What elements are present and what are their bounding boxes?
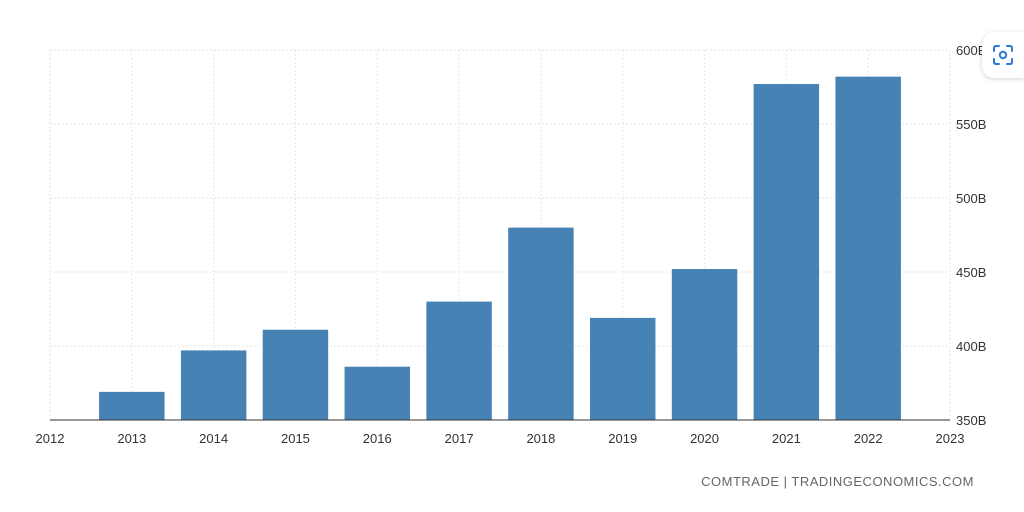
x-tick-label: 2018 bbox=[526, 431, 555, 446]
y-tick-label: 600B bbox=[956, 43, 986, 58]
y-tick-label: 400B bbox=[956, 339, 986, 354]
bar-2014 bbox=[180, 350, 247, 420]
bar-2013 bbox=[99, 391, 165, 420]
source-attribution: COMTRADE | TRADINGECONOMICS.COM bbox=[701, 474, 974, 489]
bar-2020 bbox=[671, 269, 738, 420]
x-tick-label: 2012 bbox=[36, 431, 65, 446]
bar-2015 bbox=[262, 329, 329, 420]
y-tick-label: 550B bbox=[956, 117, 986, 132]
chart-bars bbox=[99, 76, 901, 420]
x-axis-tick-labels: 2012 2013 2014 2015 2016 2017 2018 2019 2020 2021… bbox=[36, 431, 965, 446]
screenshot-icon bbox=[993, 45, 1013, 65]
x-tick-label: 2014 bbox=[199, 431, 228, 446]
y-tick-label: 500B bbox=[956, 191, 986, 206]
x-tick-label: 2023 bbox=[936, 431, 965, 446]
bar-2019 bbox=[590, 317, 656, 420]
screenshot-button[interactable] bbox=[982, 32, 1024, 78]
y-tick-label: 350B bbox=[956, 413, 986, 428]
x-tick-label: 2020 bbox=[690, 431, 719, 446]
bar-2021 bbox=[753, 84, 820, 420]
x-tick-label: 2015 bbox=[281, 431, 310, 446]
x-tick-label: 2013 bbox=[117, 431, 146, 446]
bar-2022 bbox=[835, 76, 901, 420]
y-axis-tick-labels: 350B 400B 450B 500B 550B 600B bbox=[956, 43, 986, 428]
bar-2016 bbox=[344, 366, 410, 420]
bar-2018 bbox=[508, 227, 574, 420]
x-tick-label: 2022 bbox=[854, 431, 883, 446]
y-tick-label: 450B bbox=[956, 265, 986, 280]
x-tick-label: 2019 bbox=[608, 431, 637, 446]
x-tick-label: 2016 bbox=[363, 431, 392, 446]
x-tick-label: 2021 bbox=[772, 431, 801, 446]
bar-2017 bbox=[426, 301, 492, 420]
x-tick-label: 2017 bbox=[445, 431, 474, 446]
